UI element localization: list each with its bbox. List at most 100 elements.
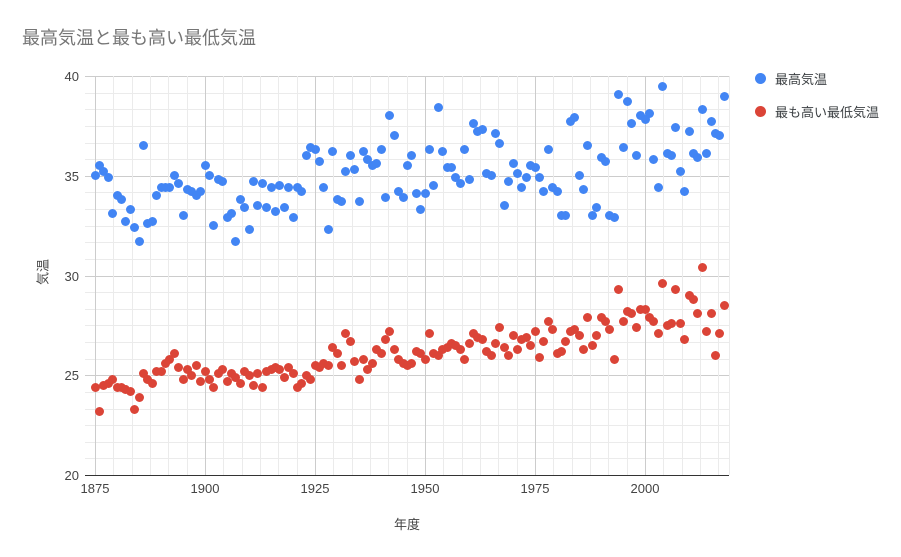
scatter-point[interactable]: [706, 308, 716, 318]
scatter-point[interactable]: [583, 141, 593, 151]
scatter-point[interactable]: [451, 340, 461, 350]
scatter-point[interactable]: [174, 179, 184, 189]
scatter-point[interactable]: [574, 171, 584, 181]
scatter-point[interactable]: [539, 187, 549, 197]
scatter-point[interactable]: [499, 342, 509, 352]
scatter-point[interactable]: [200, 366, 210, 376]
scatter-point[interactable]: [592, 203, 602, 213]
scatter-point[interactable]: [587, 211, 597, 221]
scatter-point[interactable]: [495, 139, 505, 149]
scatter-point[interactable]: [143, 374, 153, 384]
scatter-point[interactable]: [222, 376, 232, 386]
scatter-point[interactable]: [134, 237, 144, 247]
scatter-point[interactable]: [125, 205, 135, 215]
scatter-point[interactable]: [706, 117, 716, 127]
scatter-point[interactable]: [319, 183, 329, 193]
scatter-point[interactable]: [675, 167, 685, 177]
scatter-point[interactable]: [671, 123, 681, 133]
scatter-point[interactable]: [266, 183, 276, 193]
scatter-point[interactable]: [121, 217, 131, 227]
scatter-point[interactable]: [130, 223, 140, 233]
scatter-point[interactable]: [666, 151, 676, 161]
scatter-point[interactable]: [578, 344, 588, 354]
scatter-point[interactable]: [433, 350, 443, 360]
scatter-point[interactable]: [288, 368, 298, 378]
scatter-point[interactable]: [156, 366, 166, 376]
scatter-point[interactable]: [446, 163, 456, 173]
scatter-point[interactable]: [464, 338, 474, 348]
scatter-point[interactable]: [684, 127, 694, 137]
scatter-point[interactable]: [191, 191, 201, 201]
scatter-point[interactable]: [328, 342, 338, 352]
scatter-point[interactable]: [442, 342, 452, 352]
scatter-point[interactable]: [314, 157, 324, 167]
scatter-point[interactable]: [240, 366, 250, 376]
scatter-point[interactable]: [477, 334, 487, 344]
scatter-point[interactable]: [204, 171, 214, 181]
scatter-point[interactable]: [455, 179, 465, 189]
scatter-point[interactable]: [376, 145, 386, 155]
scatter-point[interactable]: [508, 159, 518, 169]
scatter-point[interactable]: [420, 354, 430, 364]
scatter-point[interactable]: [490, 129, 500, 139]
scatter-point[interactable]: [138, 141, 148, 151]
scatter-point[interactable]: [363, 364, 373, 374]
scatter-point[interactable]: [504, 177, 514, 187]
scatter-point[interactable]: [512, 344, 522, 354]
scatter-point[interactable]: [257, 382, 267, 392]
scatter-point[interactable]: [380, 193, 390, 203]
scatter-point[interactable]: [627, 308, 637, 318]
scatter-point[interactable]: [671, 285, 681, 294]
scatter-point[interactable]: [460, 145, 470, 155]
scatter-point[interactable]: [116, 195, 126, 205]
scatter-point[interactable]: [165, 354, 175, 364]
scatter-point[interactable]: [204, 374, 214, 384]
scatter-point[interactable]: [301, 370, 311, 380]
scatter-point[interactable]: [605, 324, 615, 334]
scatter-point[interactable]: [169, 348, 179, 358]
scatter-point[interactable]: [253, 201, 263, 211]
scatter-point[interactable]: [416, 205, 426, 215]
scatter-point[interactable]: [147, 378, 157, 388]
scatter-point[interactable]: [213, 368, 223, 378]
scatter-point[interactable]: [614, 285, 624, 294]
scatter-point[interactable]: [248, 380, 258, 390]
scatter-point[interactable]: [468, 119, 478, 129]
scatter-point[interactable]: [592, 330, 602, 340]
scatter-point[interactable]: [702, 149, 712, 159]
scatter-point[interactable]: [631, 322, 641, 332]
scatter-point[interactable]: [640, 304, 650, 314]
scatter-point[interactable]: [284, 362, 294, 372]
scatter-point[interactable]: [323, 225, 333, 235]
scatter-point[interactable]: [90, 171, 100, 181]
scatter-point[interactable]: [350, 165, 360, 175]
scatter-point[interactable]: [508, 330, 518, 340]
scatter-point[interactable]: [99, 167, 109, 177]
scatter-point[interactable]: [301, 151, 311, 161]
scatter-point[interactable]: [521, 332, 531, 342]
scatter-point[interactable]: [328, 147, 338, 157]
scatter-point[interactable]: [240, 203, 250, 213]
scatter-point[interactable]: [354, 197, 364, 207]
scatter-point[interactable]: [394, 354, 404, 364]
scatter-point[interactable]: [530, 163, 540, 173]
scatter-point[interactable]: [490, 338, 500, 348]
scatter-point[interactable]: [609, 213, 619, 223]
scatter-point[interactable]: [411, 189, 421, 199]
scatter-point[interactable]: [636, 111, 646, 121]
scatter-point[interactable]: [358, 354, 368, 364]
scatter-point[interactable]: [336, 197, 346, 207]
scatter-point[interactable]: [548, 183, 558, 193]
scatter-point[interactable]: [226, 209, 236, 219]
scatter-point[interactable]: [292, 382, 302, 392]
scatter-point[interactable]: [407, 151, 417, 161]
scatter-point[interactable]: [218, 364, 228, 374]
scatter-point[interactable]: [103, 173, 113, 183]
scatter-point[interactable]: [147, 217, 157, 227]
scatter-point[interactable]: [244, 370, 254, 380]
scatter-point[interactable]: [341, 167, 351, 177]
scatter-point[interactable]: [499, 201, 509, 211]
scatter-point[interactable]: [627, 119, 637, 129]
scatter-point[interactable]: [697, 105, 707, 115]
scatter-point[interactable]: [407, 358, 417, 368]
